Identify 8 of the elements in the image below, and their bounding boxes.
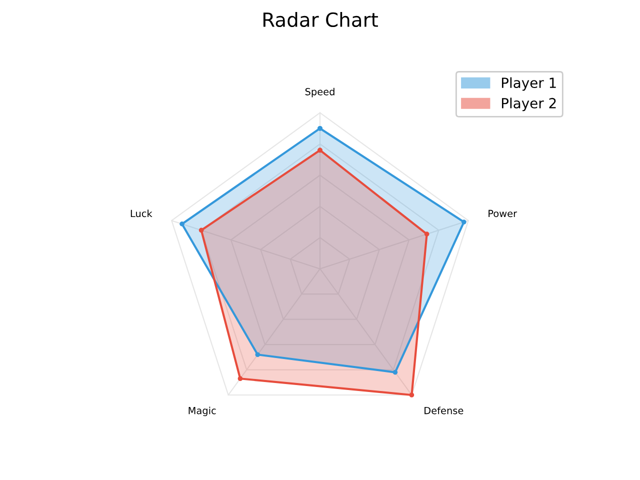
chart-title: Radar Chart xyxy=(263,12,378,28)
spoke-label: Speed xyxy=(305,88,334,98)
spoke-label: Defense xyxy=(424,406,464,414)
spoke-label: Magic xyxy=(188,406,216,416)
spoke-label: Power xyxy=(488,210,518,218)
spoke-label: Luck xyxy=(130,210,152,218)
legend-label: Player 2 xyxy=(502,98,556,112)
legend-label: Player 1 xyxy=(502,77,556,91)
